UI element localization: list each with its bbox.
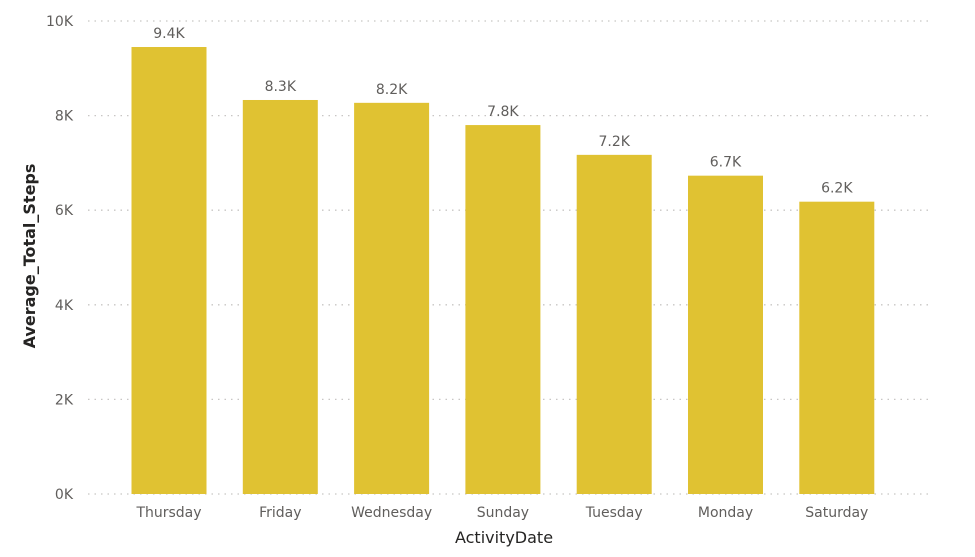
y-tick-label: 6K bbox=[55, 203, 74, 219]
data-label-thursday: 9.4K bbox=[153, 26, 185, 42]
bar-wednesday[interactable] bbox=[354, 102, 430, 494]
y-tick-label: 8K bbox=[55, 109, 74, 125]
x-tick-label-friday: Friday bbox=[259, 505, 301, 521]
bar-friday[interactable] bbox=[242, 99, 318, 494]
bar-sunday[interactable] bbox=[465, 125, 541, 494]
y-tick-label: 10K bbox=[46, 14, 74, 30]
x-tick-label-thursday: Thursday bbox=[135, 505, 201, 521]
x-tick-label-monday: Monday bbox=[698, 505, 753, 521]
bar-monday[interactable] bbox=[688, 175, 763, 494]
bar-saturday[interactable] bbox=[799, 201, 875, 494]
data-label-wednesday: 8.2K bbox=[376, 82, 408, 98]
x-tick-label-tuesday: Tuesday bbox=[585, 505, 643, 521]
x-tick-label-sunday: Sunday bbox=[477, 505, 529, 521]
data-label-tuesday: 7.2K bbox=[598, 134, 630, 150]
x-axis-title: ActivityDate bbox=[455, 528, 553, 547]
bars bbox=[131, 47, 875, 494]
x-tick-label-wednesday: Wednesday bbox=[351, 505, 432, 521]
bar-tuesday[interactable] bbox=[576, 154, 652, 494]
y-axis-ticks: 0K 2K 4K 6K 8K 10K bbox=[46, 14, 74, 503]
y-axis-title: Average_Total_Steps bbox=[20, 164, 39, 349]
data-label-monday: 6.7K bbox=[710, 155, 742, 171]
data-labels: 9.4K 8.3K 8.2K 7.8K 7.2K 6.7K 6.2K bbox=[153, 26, 853, 197]
bar-thursday[interactable] bbox=[131, 47, 207, 494]
x-tick-label-saturday: Saturday bbox=[805, 505, 868, 521]
x-axis-ticks: Thursday Friday Wednesday Sunday Tuesday Mond… bbox=[135, 505, 868, 521]
data-label-friday: 8.3K bbox=[265, 79, 297, 95]
y-tick-label: 4K bbox=[55, 298, 74, 314]
data-label-saturday: 6.2K bbox=[821, 181, 853, 197]
data-label-sunday: 7.8K bbox=[487, 104, 519, 120]
y-tick-label: 2K bbox=[55, 392, 74, 408]
y-tick-label: 0K bbox=[55, 487, 74, 503]
